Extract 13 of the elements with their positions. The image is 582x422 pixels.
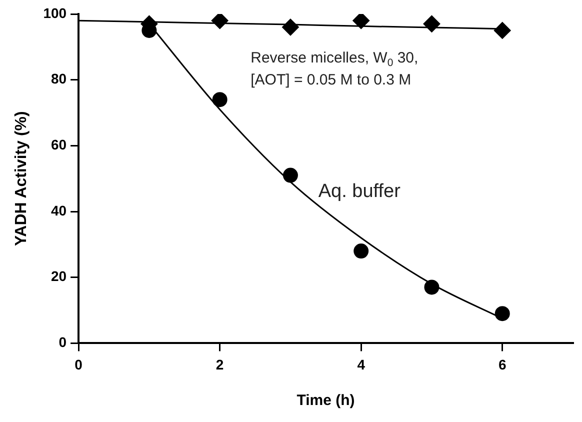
y-tick-label: 20 xyxy=(50,268,67,284)
y-tick-label: 40 xyxy=(50,202,67,218)
x-tick-label: 6 xyxy=(498,356,506,372)
x-tick-label: 0 xyxy=(74,356,83,372)
x-tick-label: 4 xyxy=(357,356,366,372)
series-label: Aq. buffer xyxy=(318,181,402,202)
y-tick-label: 0 xyxy=(58,334,67,350)
y-axis-title: YADH Activity (%) xyxy=(13,111,30,246)
y-tick-label: 60 xyxy=(50,136,67,153)
y-tick-label: 100 xyxy=(43,4,67,21)
x-tick-label: 2 xyxy=(216,356,224,372)
x-axis-title: Time (h) xyxy=(296,392,355,410)
y-tick-label: 80 xyxy=(50,70,67,87)
